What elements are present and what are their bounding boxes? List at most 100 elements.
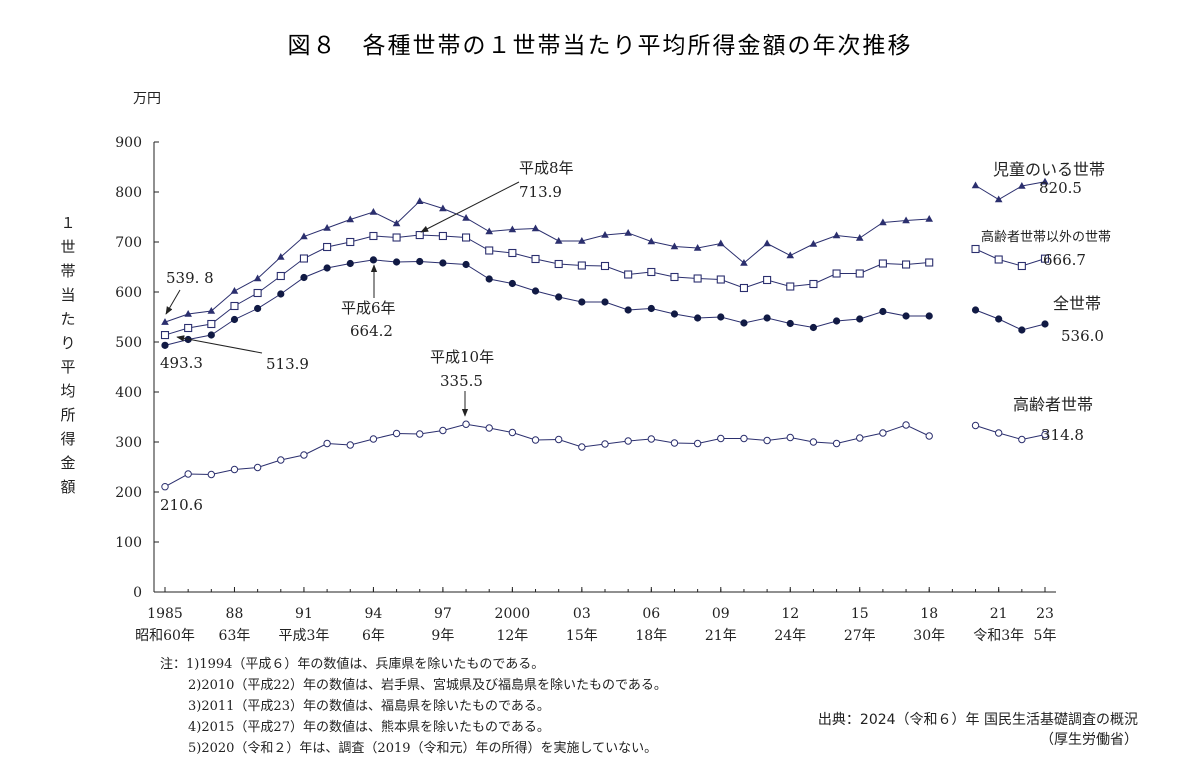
data-point xyxy=(369,208,378,215)
data-point xyxy=(879,307,887,316)
end-value-children: 820.5 xyxy=(1039,179,1082,197)
data-point xyxy=(1041,320,1049,328)
data-point xyxy=(299,254,308,263)
data-point xyxy=(184,470,192,478)
x-tick-era-label: 27年 xyxy=(844,628,876,644)
annotation-start-children: 539. 8 xyxy=(166,269,214,287)
data-point xyxy=(508,428,517,437)
data-point xyxy=(462,214,470,221)
data-point xyxy=(323,264,331,272)
data-point xyxy=(925,312,933,320)
x-tick-label: 06 xyxy=(642,606,660,622)
data-point xyxy=(717,313,725,321)
annotation-start-non-elderly: 513.9 xyxy=(266,355,309,373)
data-point xyxy=(416,430,424,438)
axes: 0 100 200 300 400 500 600 700 800 900 1985 昭和60年 88 6… xyxy=(115,135,1056,644)
data-point xyxy=(439,204,447,212)
data-point xyxy=(578,443,586,451)
x-tick-label: 21 xyxy=(990,606,1008,622)
data-point xyxy=(462,420,470,428)
data-point xyxy=(1018,326,1026,334)
data-point xyxy=(740,259,748,266)
series-line-3 xyxy=(975,425,1046,441)
data-point xyxy=(994,195,1003,203)
x-tick-label: 03 xyxy=(573,606,591,622)
data-point xyxy=(161,318,169,325)
data-point xyxy=(740,434,748,443)
data-point xyxy=(878,259,887,268)
x-tick-label: 97 xyxy=(434,606,452,622)
data-point xyxy=(694,314,702,322)
data-point xyxy=(740,319,748,327)
annotation-h8-arrow xyxy=(420,181,520,233)
data-point xyxy=(485,246,494,255)
data-point xyxy=(415,231,424,240)
data-point xyxy=(879,429,887,437)
y-axis-title-char: り xyxy=(60,334,75,352)
data-point xyxy=(879,218,887,226)
y-tick-label: 400 xyxy=(115,385,142,401)
y-axis-title-char: 平 xyxy=(60,358,75,376)
data-point xyxy=(392,219,401,227)
data-point xyxy=(485,424,493,432)
data-point xyxy=(207,331,215,339)
data-point xyxy=(832,439,841,448)
data-point xyxy=(346,441,354,449)
x-tick-era-label: 63年 xyxy=(219,628,251,644)
data-point xyxy=(300,451,308,459)
data-point xyxy=(531,436,540,444)
data-point xyxy=(647,304,655,313)
note-1: 注：1)1994（平成６）年の数値は、兵庫県を除いたものである。 xyxy=(160,657,545,672)
data-point xyxy=(531,224,540,232)
series-line-2 xyxy=(975,309,1046,331)
data-point xyxy=(624,437,632,445)
x-tick-label: 12 xyxy=(781,606,799,622)
data-point xyxy=(925,258,934,267)
data-point xyxy=(554,237,563,244)
data-point xyxy=(971,421,980,430)
annotation-h10-value: 335.5 xyxy=(440,372,483,390)
x-tick-era-label: 12年 xyxy=(496,628,528,644)
data-point xyxy=(763,314,771,322)
data-point xyxy=(161,483,169,491)
annotation-h6-label: 平成6年 xyxy=(341,299,396,317)
series-label-children: 児童のいる世帯 xyxy=(993,160,1105,179)
data-point xyxy=(647,435,656,443)
x-tick-label: 09 xyxy=(712,606,730,622)
x-tick-label: 88 xyxy=(226,606,244,622)
data-point xyxy=(716,275,725,284)
data-point xyxy=(786,319,794,328)
y-tick-label: 100 xyxy=(115,535,142,551)
y-axis-title-char: 額 xyxy=(60,478,75,496)
data-point xyxy=(971,306,980,314)
data-point xyxy=(554,435,563,444)
x-tick-era-label: 15年 xyxy=(566,628,598,644)
y-axis-title-char: 世 xyxy=(60,238,75,256)
data-point xyxy=(925,432,933,440)
data-point xyxy=(1017,261,1026,271)
data-point xyxy=(670,310,679,318)
data-point xyxy=(624,306,632,314)
data-point xyxy=(1018,435,1026,444)
data-point xyxy=(925,215,934,222)
y-tick-label: 800 xyxy=(115,185,142,201)
x-tick-label: 2000 xyxy=(495,606,531,622)
data-point xyxy=(439,259,447,267)
y-axis-title: １ 世帯当たり平均所得金額 xyxy=(60,214,75,496)
series-0 xyxy=(161,177,1049,325)
y-unit-label: 万円 xyxy=(133,91,161,107)
data-point xyxy=(994,255,1003,264)
data-point xyxy=(485,227,494,235)
data-point xyxy=(670,242,679,250)
data-point xyxy=(438,231,447,241)
data-point xyxy=(809,323,818,332)
data-point xyxy=(160,330,170,340)
x-tick-era-label: 5年 xyxy=(1034,628,1057,644)
data-point xyxy=(693,244,702,251)
data-point xyxy=(1018,182,1026,189)
series-1 xyxy=(160,231,1050,340)
data-point xyxy=(254,304,262,313)
series-layer xyxy=(160,177,1050,491)
annotation-h6-value: 664.2 xyxy=(350,322,393,340)
